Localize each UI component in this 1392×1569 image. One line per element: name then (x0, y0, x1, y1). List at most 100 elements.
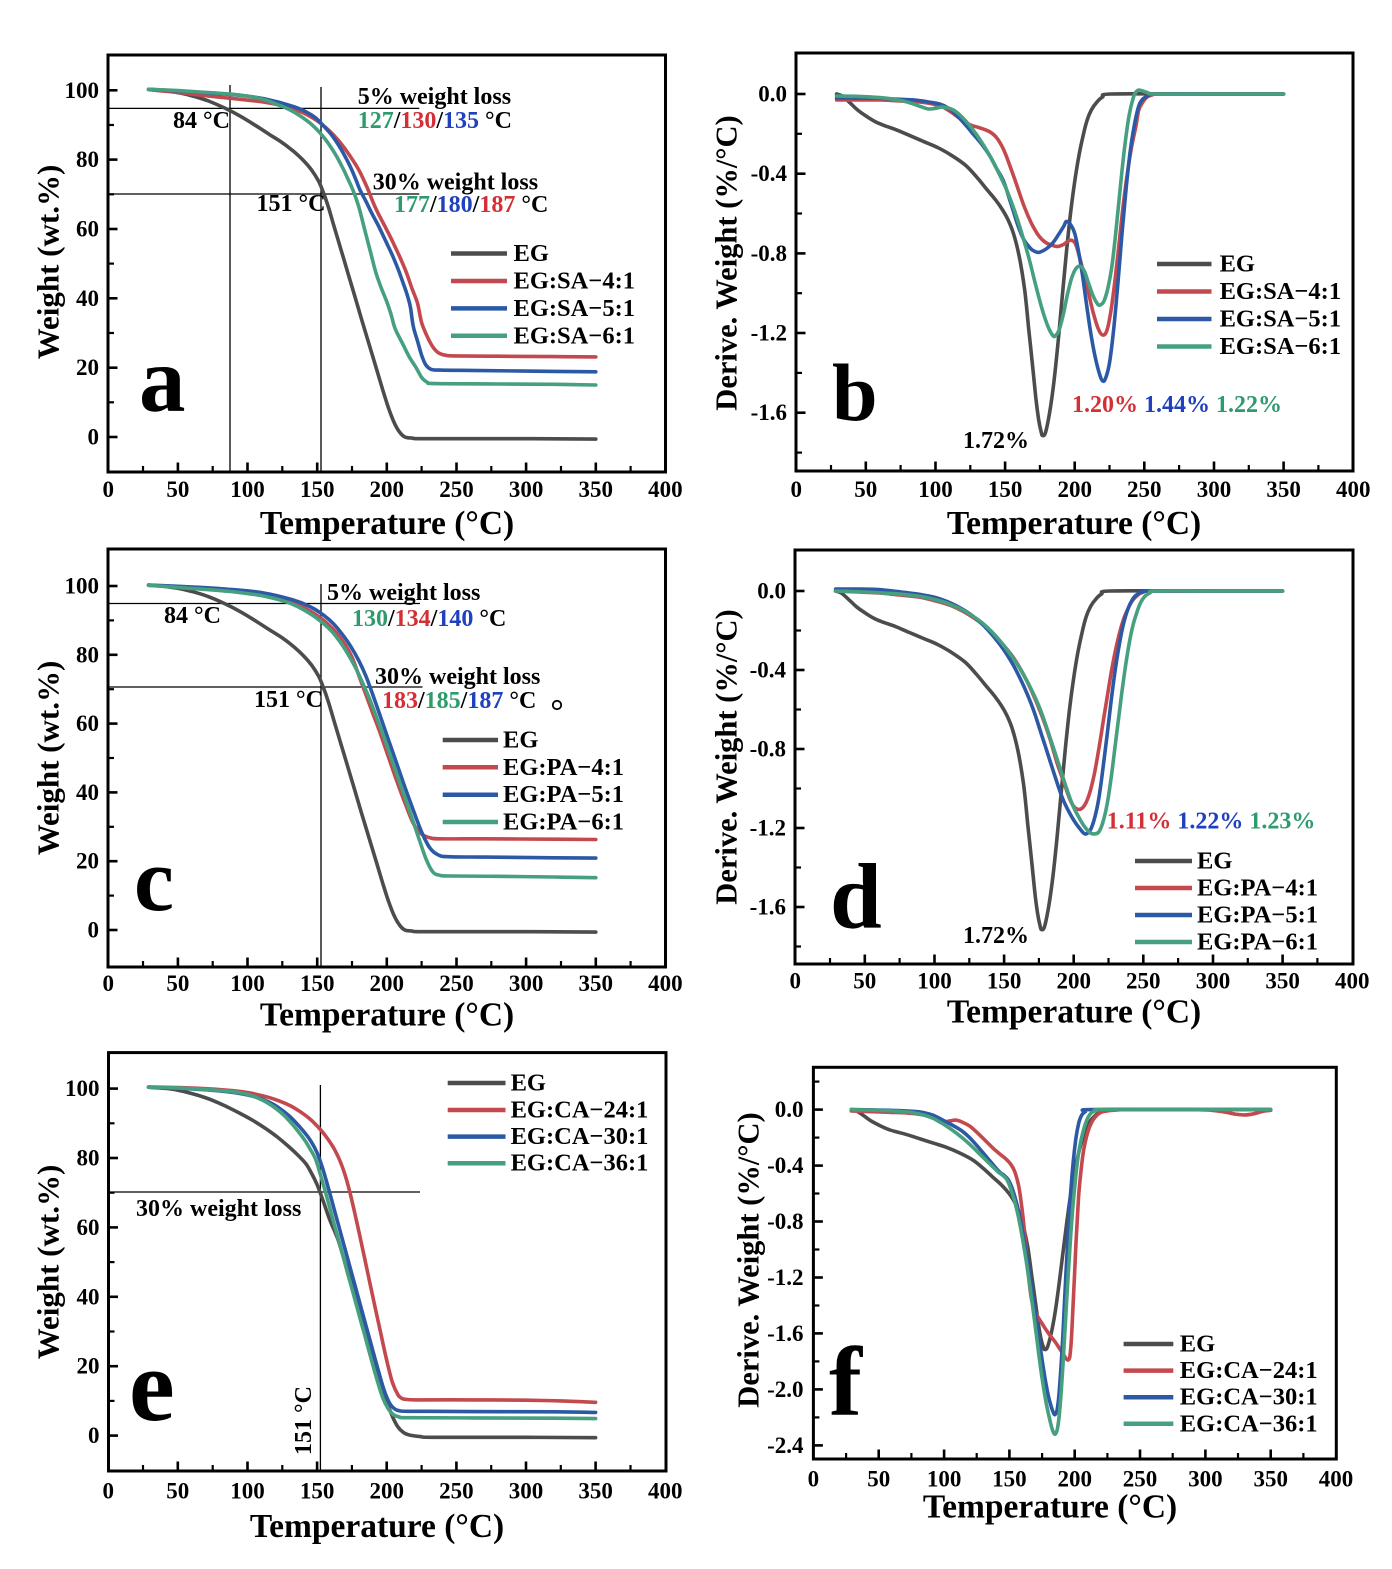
svg-text:EG:SA−5:1: EG:SA−5:1 (514, 295, 636, 322)
svg-text:60: 60 (76, 711, 99, 736)
svg-text:100: 100 (65, 1076, 100, 1101)
svg-text:EG: EG (514, 240, 549, 267)
svg-text:100: 100 (917, 969, 952, 994)
svg-text:200: 200 (1057, 477, 1092, 502)
svg-text:EG:PA−4:1: EG:PA−4:1 (1197, 875, 1318, 902)
svg-text:f: f (829, 1328, 863, 1437)
svg-text:-1.6: -1.6 (767, 1321, 803, 1346)
svg-text:EG: EG (511, 1070, 546, 1097)
svg-text:80: 80 (76, 147, 99, 172)
svg-text:100: 100 (230, 1479, 265, 1504)
svg-text:150: 150 (992, 1467, 1027, 1492)
svg-text:1.72%: 1.72% (963, 428, 1029, 454)
svg-text:127/130/135 °C: 127/130/135 °C (358, 108, 512, 134)
svg-text:5% weight loss: 5% weight loss (358, 84, 511, 110)
svg-text:150: 150 (300, 1479, 335, 1504)
svg-text:400: 400 (648, 1479, 683, 1504)
svg-text:60: 60 (76, 217, 99, 242)
svg-text:20: 20 (76, 849, 99, 874)
svg-text:350: 350 (579, 971, 614, 996)
svg-text:Temperature (°C): Temperature (°C) (923, 1489, 1177, 1526)
svg-text:EG:PA−5:1: EG:PA−5:1 (1197, 902, 1318, 929)
svg-text:-1.2: -1.2 (750, 816, 786, 841)
svg-text:EG:PA−6:1: EG:PA−6:1 (503, 809, 624, 836)
svg-text:EG:PA−5:1: EG:PA−5:1 (503, 781, 624, 808)
svg-text:250: 250 (1127, 477, 1162, 502)
svg-text:b: b (832, 347, 878, 438)
svg-text:0: 0 (102, 971, 114, 996)
svg-text:d: d (830, 846, 882, 949)
svg-text:EG:SA−4:1: EG:SA−4:1 (514, 268, 636, 295)
svg-text:200: 200 (1057, 1467, 1092, 1492)
svg-text:0: 0 (88, 918, 100, 943)
svg-text:0: 0 (88, 1423, 100, 1448)
svg-text:0: 0 (808, 1467, 820, 1492)
svg-text:-1.2: -1.2 (751, 321, 787, 346)
svg-text:80: 80 (76, 642, 99, 667)
svg-text:130/134/140 °C: 130/134/140 °C (352, 606, 506, 632)
svg-text:e: e (129, 1329, 175, 1443)
svg-text:250: 250 (439, 1479, 474, 1504)
svg-text:EG: EG (503, 727, 538, 754)
svg-text:Weight (wt.%): Weight (wt.%) (31, 661, 66, 856)
svg-text:200: 200 (369, 1479, 404, 1504)
svg-text:250: 250 (1123, 1467, 1158, 1492)
svg-text:84 °C: 84 °C (173, 108, 230, 134)
svg-text:1.72%: 1.72% (963, 923, 1029, 949)
svg-text:40: 40 (77, 1284, 100, 1309)
svg-text:-1.6: -1.6 (751, 400, 787, 425)
svg-text:350: 350 (579, 477, 614, 502)
svg-text:-1.2: -1.2 (767, 1265, 803, 1290)
svg-text:EG:SA−6:1: EG:SA−6:1 (1220, 333, 1342, 360)
svg-text:300: 300 (509, 1479, 544, 1504)
svg-text:-0.4: -0.4 (750, 658, 787, 683)
svg-text:300: 300 (509, 971, 544, 996)
svg-text:Temperature (°C): Temperature (°C) (250, 1508, 504, 1545)
svg-text:0: 0 (88, 425, 100, 450)
svg-text:20: 20 (77, 1354, 100, 1379)
svg-text:400: 400 (648, 971, 683, 996)
svg-text:0: 0 (102, 477, 114, 502)
svg-text:50: 50 (854, 477, 877, 502)
svg-text:c: c (134, 831, 174, 930)
svg-text:84 °C: 84 °C (164, 603, 221, 629)
svg-text:Temperature (°C): Temperature (°C) (947, 994, 1201, 1031)
svg-text:350: 350 (578, 1479, 613, 1504)
svg-text:Temperature (°C): Temperature (°C) (260, 505, 514, 542)
svg-text:151 °C: 151 °C (291, 1386, 317, 1455)
svg-text:EG:CA−30:1: EG:CA−30:1 (511, 1123, 649, 1150)
svg-text:350: 350 (1253, 1467, 1288, 1492)
svg-text:150: 150 (300, 477, 335, 502)
svg-text:EG:PA−4:1: EG:PA−4:1 (503, 754, 624, 781)
svg-text:50: 50 (166, 477, 189, 502)
svg-text:-0.8: -0.8 (751, 241, 787, 266)
svg-text:Derive. Weight (%/°C): Derive. Weight (%/°C) (710, 609, 744, 904)
svg-text:EG:CA−36:1: EG:CA−36:1 (511, 1150, 649, 1177)
svg-text:183/185/187 °C: 183/185/187 °C (382, 688, 536, 714)
svg-text:0.0: 0.0 (775, 1097, 804, 1122)
svg-text:80: 80 (77, 1146, 100, 1171)
svg-text:EG: EG (1197, 848, 1232, 875)
svg-text:50: 50 (853, 969, 876, 994)
svg-text:-2.4: -2.4 (767, 1433, 804, 1458)
svg-text:EG:CA−36:1: EG:CA−36:1 (1180, 1410, 1318, 1437)
svg-text:50: 50 (166, 1479, 189, 1504)
svg-text:151 °C: 151 °C (257, 191, 326, 217)
svg-text:-0.4: -0.4 (767, 1153, 804, 1178)
svg-text:150: 150 (987, 969, 1022, 994)
svg-text:1.11% 1.22% 1.23%: 1.11% 1.22% 1.23% (1107, 808, 1316, 834)
svg-text:150: 150 (300, 971, 335, 996)
svg-text:30% weight loss: 30% weight loss (136, 1196, 301, 1222)
svg-text:30% weight loss: 30% weight loss (375, 664, 540, 690)
svg-text:30% weight loss: 30% weight loss (373, 170, 538, 196)
svg-text:350: 350 (1265, 969, 1300, 994)
svg-text:300: 300 (1197, 477, 1232, 502)
svg-text:EG:PA−6:1: EG:PA−6:1 (1197, 929, 1318, 956)
svg-text:177/180/187 °C: 177/180/187 °C (394, 192, 548, 218)
svg-text:0: 0 (789, 969, 801, 994)
svg-text:400: 400 (1319, 1467, 1354, 1492)
svg-text:EG:CA−24:1: EG:CA−24:1 (1180, 1357, 1318, 1384)
svg-text:100: 100 (230, 971, 265, 996)
svg-text:250: 250 (439, 971, 474, 996)
svg-text:Temperature (°C): Temperature (°C) (947, 505, 1201, 542)
